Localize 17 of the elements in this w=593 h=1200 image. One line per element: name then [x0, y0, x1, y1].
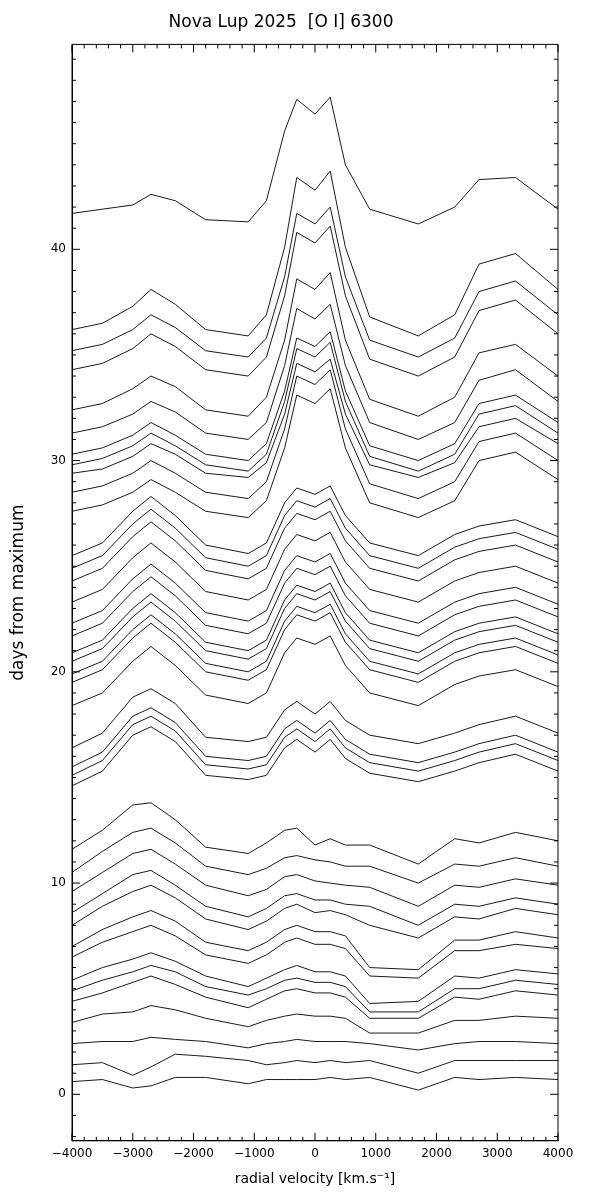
y-tick-label: 30 — [50, 452, 66, 467]
x-tick-label: 4000 — [542, 1146, 574, 1161]
x-tick-label: −2000 — [173, 1146, 214, 1161]
y-tick-label: 20 — [50, 663, 66, 678]
x-axis-title: radial velocity [km.s⁻¹] — [234, 1170, 396, 1187]
x-tick-label: −3000 — [112, 1146, 154, 1161]
x-tick-label: 1000 — [360, 1146, 392, 1161]
x-tick-label: 3000 — [481, 1146, 513, 1161]
y-tick-label: 40 — [50, 241, 66, 256]
x-tick-label: −4000 — [51, 1146, 93, 1161]
chart-title: Nova Lup 2025 [O I] 6300 — [168, 10, 394, 31]
y-tick-label: 10 — [50, 875, 66, 890]
x-tick-label: 2000 — [421, 1146, 452, 1161]
y-tick-label: 0 — [58, 1086, 66, 1101]
y-axis-title: days from maximum — [6, 504, 27, 681]
x-tick-label: −1000 — [233, 1146, 275, 1161]
x-tick-label: 0 — [311, 1146, 319, 1161]
